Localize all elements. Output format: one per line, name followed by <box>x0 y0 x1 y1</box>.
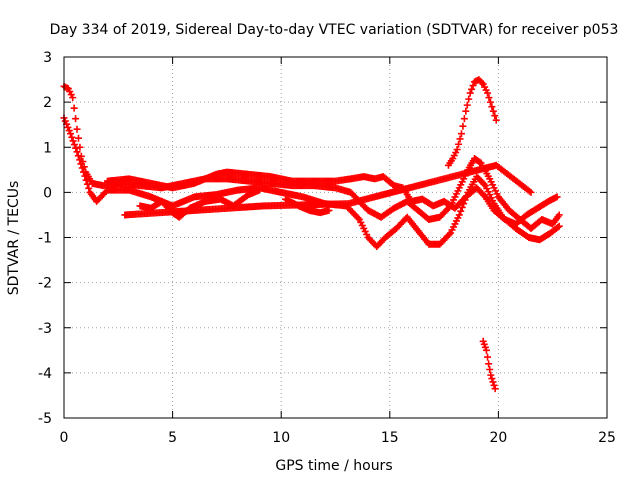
data-point <box>485 94 493 102</box>
data-point <box>455 211 463 219</box>
data-point <box>480 191 488 199</box>
series-isolated <box>121 161 535 219</box>
data-points <box>60 76 563 393</box>
data-point <box>553 193 561 201</box>
data-point <box>76 156 84 164</box>
data-point <box>72 144 80 152</box>
data-point <box>554 223 562 231</box>
x-tick-label: 5 <box>168 430 177 446</box>
data-point <box>65 127 73 135</box>
data-point <box>82 176 90 184</box>
data-point <box>469 82 477 90</box>
y-tick-label: 2 <box>43 95 52 111</box>
data-point <box>77 160 85 168</box>
series-arc-high <box>444 76 500 169</box>
data-point <box>459 122 467 130</box>
data-point <box>555 211 563 219</box>
data-point <box>67 130 75 138</box>
data-point <box>455 140 463 148</box>
data-point <box>490 381 498 389</box>
data-point <box>460 115 468 123</box>
data-point <box>527 188 535 196</box>
data-point <box>74 152 82 160</box>
data-point <box>491 112 499 120</box>
data-point <box>480 180 488 188</box>
gridlines <box>64 57 607 418</box>
data-point <box>445 230 453 238</box>
data-point <box>68 133 76 141</box>
data-point <box>74 134 82 142</box>
data-point <box>83 180 91 188</box>
y-tick-label: -2 <box>38 276 52 292</box>
data-point <box>80 168 88 176</box>
data-point <box>453 146 461 154</box>
y-tick-label: -1 <box>38 231 52 247</box>
data-point <box>463 101 471 109</box>
data-point <box>525 187 533 195</box>
data-point <box>485 360 493 368</box>
axis-ticks: 0 5 10 15 20 25 -5 -4 -3 -2 -1 0 1 2 3 <box>38 50 616 446</box>
data-point <box>478 79 486 87</box>
data-point <box>70 104 78 112</box>
data-point <box>64 123 72 131</box>
data-point <box>466 89 474 97</box>
data-point <box>354 214 362 222</box>
data-point <box>73 125 81 133</box>
x-tick-label: 15 <box>381 430 399 446</box>
data-point <box>69 94 77 102</box>
data-point <box>487 371 495 379</box>
data-point <box>492 116 500 124</box>
chart-title: Day 334 of 2019, Sidereal Day-to-day VTE… <box>50 22 619 38</box>
data-point <box>486 365 494 373</box>
y-tick-label: 3 <box>43 50 52 66</box>
data-point <box>69 137 77 145</box>
data-point <box>81 172 89 180</box>
data-point <box>484 89 492 97</box>
data-point <box>468 85 476 93</box>
data-point <box>61 117 69 125</box>
data-point <box>484 353 492 361</box>
data-point <box>465 95 473 103</box>
data-point <box>72 115 80 123</box>
data-point <box>462 107 470 115</box>
data-point <box>476 158 484 166</box>
x-axis-label: GPS time / hours <box>275 458 392 474</box>
y-tick-label: 1 <box>43 140 52 156</box>
data-point <box>457 207 465 215</box>
data-point <box>456 135 464 143</box>
series-track-d <box>136 186 263 221</box>
y-axis-label: SDTVAR / TECUs <box>6 181 22 296</box>
data-point <box>78 164 86 172</box>
x-tick-label: 10 <box>272 430 290 446</box>
y-tick-label: -4 <box>38 366 52 382</box>
data-point <box>70 141 78 149</box>
data-point <box>488 103 496 111</box>
data-point <box>255 186 263 194</box>
data-point <box>491 385 499 393</box>
data-point <box>486 98 494 106</box>
x-tick-label: 20 <box>489 430 507 446</box>
data-point <box>73 148 81 156</box>
data-point <box>488 375 496 383</box>
data-point <box>325 206 333 214</box>
series-drop <box>479 337 499 393</box>
data-point <box>482 346 490 354</box>
y-tick-label: 0 <box>43 185 52 201</box>
x-tick-label: 0 <box>60 430 69 446</box>
data-point <box>458 203 466 211</box>
x-tick-label: 25 <box>598 430 616 446</box>
data-point <box>555 222 563 230</box>
y-tick-label: -5 <box>38 411 52 427</box>
data-point <box>85 184 93 192</box>
y-tick-label: -3 <box>38 321 52 337</box>
data-point <box>76 143 84 151</box>
data-point <box>457 130 465 138</box>
data-point <box>489 107 497 115</box>
data-point <box>489 378 497 386</box>
